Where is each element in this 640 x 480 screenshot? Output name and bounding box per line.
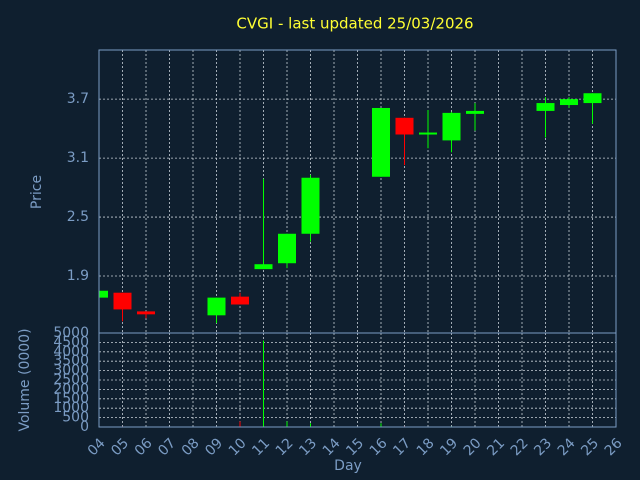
- x-tick-label: 10: [226, 435, 250, 459]
- volume-tick-label: 0: [80, 419, 89, 435]
- candle-body: [536, 103, 555, 111]
- y-tick-label: 3.7: [67, 91, 89, 107]
- x-tick-label: 23: [531, 435, 555, 459]
- candle-body: [254, 264, 273, 270]
- volume-tick-label: 2000: [53, 381, 89, 397]
- chart-title: CVGI - last updated 25/03/2026: [236, 15, 473, 33]
- volume-tick-label: 5000: [53, 325, 89, 341]
- candle-body: [442, 112, 461, 141]
- x-tick-label: 24: [555, 435, 579, 459]
- candle-body: [207, 297, 226, 316]
- candle-body: [419, 132, 437, 135]
- x-axis-label: Day: [334, 458, 362, 474]
- x-tick-label: 18: [414, 435, 438, 459]
- x-tick-label: 13: [296, 435, 320, 459]
- price-plot: [99, 93, 602, 324]
- y-tick-label: 1.9: [67, 268, 89, 284]
- volume-tick-label: 3000: [53, 363, 89, 379]
- volume-tick-label: 1000: [53, 400, 89, 416]
- x-tick-label: 12: [273, 435, 297, 459]
- candle-body: [137, 311, 155, 315]
- volume-tick-label: 4000: [53, 344, 89, 360]
- x-tick-label: 17: [390, 435, 414, 459]
- candle-body: [395, 117, 414, 135]
- candle-body: [466, 110, 484, 114]
- candle-body: [113, 292, 132, 310]
- candle-body: [372, 107, 390, 177]
- volume-tick-label: 4500: [53, 334, 89, 350]
- volume-tick-label: 500: [62, 410, 89, 426]
- x-tick-label: 08: [179, 435, 203, 459]
- candle-body: [231, 296, 249, 305]
- x-tick-label: 21: [484, 435, 508, 459]
- x-tick-label: 20: [461, 435, 485, 459]
- y-tick-label: 3.1: [67, 150, 89, 166]
- x-tick-label: 09: [202, 435, 226, 459]
- x-tick-label: 06: [132, 435, 156, 459]
- x-tick-label: 25: [578, 435, 602, 459]
- volume-tick-label: 3500: [53, 353, 89, 369]
- x-tick-label: 14: [320, 435, 344, 459]
- x-tick-label: 05: [108, 435, 132, 459]
- x-tick-label: 04: [85, 435, 109, 459]
- candle-body: [560, 99, 578, 106]
- x-tick-label: 26: [602, 435, 626, 459]
- y-axis-label: Price: [29, 175, 45, 209]
- x-tick-label: 19: [437, 435, 461, 459]
- candle-body: [583, 93, 602, 104]
- x-tick-label: 22: [508, 435, 532, 459]
- candle-body: [301, 177, 320, 234]
- x-tick-label: 07: [155, 435, 179, 459]
- volume-tick-label: 2500: [53, 372, 89, 388]
- x-tick-label: 11: [249, 435, 273, 459]
- candle-body: [99, 290, 108, 298]
- volume-axis-label: Volume (0000): [17, 328, 33, 431]
- volume-frame: [98, 332, 617, 428]
- candle-body: [278, 233, 296, 264]
- volume-tick-label: 1500: [53, 391, 89, 407]
- x-tick-label: 16: [367, 435, 391, 459]
- y-tick-label: 2.5: [67, 209, 89, 225]
- x-tick-label: 15: [343, 435, 367, 459]
